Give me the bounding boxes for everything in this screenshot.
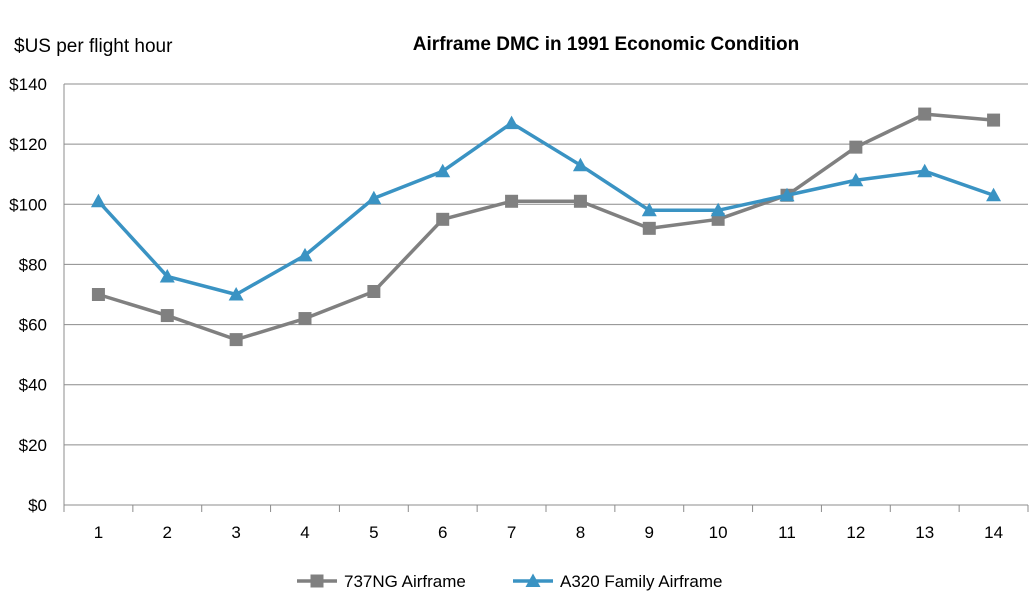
data-point <box>367 284 381 298</box>
data-point <box>987 113 1001 127</box>
x-tick-label: 2 <box>163 523 172 542</box>
y-tick-label: $80 <box>19 255 47 274</box>
legend-label: A320 Family Airframe <box>560 572 723 591</box>
chart-title: Airframe DMC in 1991 Economic Condition <box>413 34 799 55</box>
data-point <box>710 202 726 217</box>
series-layer <box>90 107 1002 347</box>
legend: 737NG Airframe A320 Family Airframe <box>297 572 723 591</box>
y-tick-label: $100 <box>9 195 47 214</box>
y-tick-label: $140 <box>9 75 47 94</box>
x-tick-label: 13 <box>915 523 934 542</box>
y-axis-label: $US per flight hour <box>14 36 173 57</box>
data-point <box>642 221 656 235</box>
data-point <box>90 193 106 208</box>
data-point <box>917 163 933 178</box>
y-tick-label: $40 <box>19 376 47 395</box>
y-axis-ticks: $0 $20 $40 $60 $80 $100 $120 $140 <box>9 75 47 515</box>
legend-label: 737NG Airframe <box>344 572 466 591</box>
x-tick-label: 12 <box>846 523 865 542</box>
x-tick-label: 5 <box>369 523 378 542</box>
x-tick-label: 8 <box>576 523 585 542</box>
data-point <box>504 115 520 130</box>
y-tick-label: $120 <box>9 135 47 154</box>
legend-marker <box>525 573 541 587</box>
y-tick-label: $20 <box>19 436 47 455</box>
data-point <box>986 187 1002 202</box>
data-point <box>366 190 382 205</box>
series-1 <box>91 107 1001 347</box>
data-point <box>641 202 657 217</box>
series-line <box>97 121 995 297</box>
x-tick-label: 9 <box>645 523 654 542</box>
x-tick-label: 7 <box>507 523 516 542</box>
data-point <box>573 194 587 208</box>
x-tick-label: 14 <box>984 523 1003 542</box>
data-point <box>918 107 932 121</box>
data-point <box>848 172 864 187</box>
y-tick-label: $0 <box>28 496 47 515</box>
x-tick-label: 1 <box>94 523 103 542</box>
x-tick-label: 10 <box>709 523 728 542</box>
data-point <box>297 247 313 262</box>
data-point <box>572 157 588 172</box>
x-tick-label: 11 <box>778 523 796 542</box>
data-point <box>505 194 519 208</box>
legend-marker <box>310 574 324 588</box>
legend-item: 737NG Airframe <box>297 572 466 591</box>
data-point <box>159 268 175 283</box>
data-point <box>436 212 450 226</box>
data-point <box>229 333 243 347</box>
data-point <box>91 288 105 301</box>
x-tick-label: 4 <box>300 523 309 542</box>
x-axis-ticks: 1 2 3 4 5 6 7 8 9 10 11 12 13 14 <box>94 523 1003 542</box>
series-line <box>97 112 994 342</box>
legend-item: A320 Family Airframe <box>513 572 723 591</box>
data-point <box>435 163 451 178</box>
gridlines <box>64 83 1028 506</box>
data-point <box>160 309 174 323</box>
data-point <box>298 312 312 326</box>
data-point <box>779 187 795 202</box>
series-2 <box>90 115 1002 301</box>
x-axis <box>63 84 1029 512</box>
x-tick-label: 3 <box>231 523 240 542</box>
data-point <box>228 287 244 301</box>
x-tick-label: 6 <box>438 523 447 542</box>
data-point <box>849 140 863 154</box>
y-tick-label: $60 <box>19 316 47 335</box>
